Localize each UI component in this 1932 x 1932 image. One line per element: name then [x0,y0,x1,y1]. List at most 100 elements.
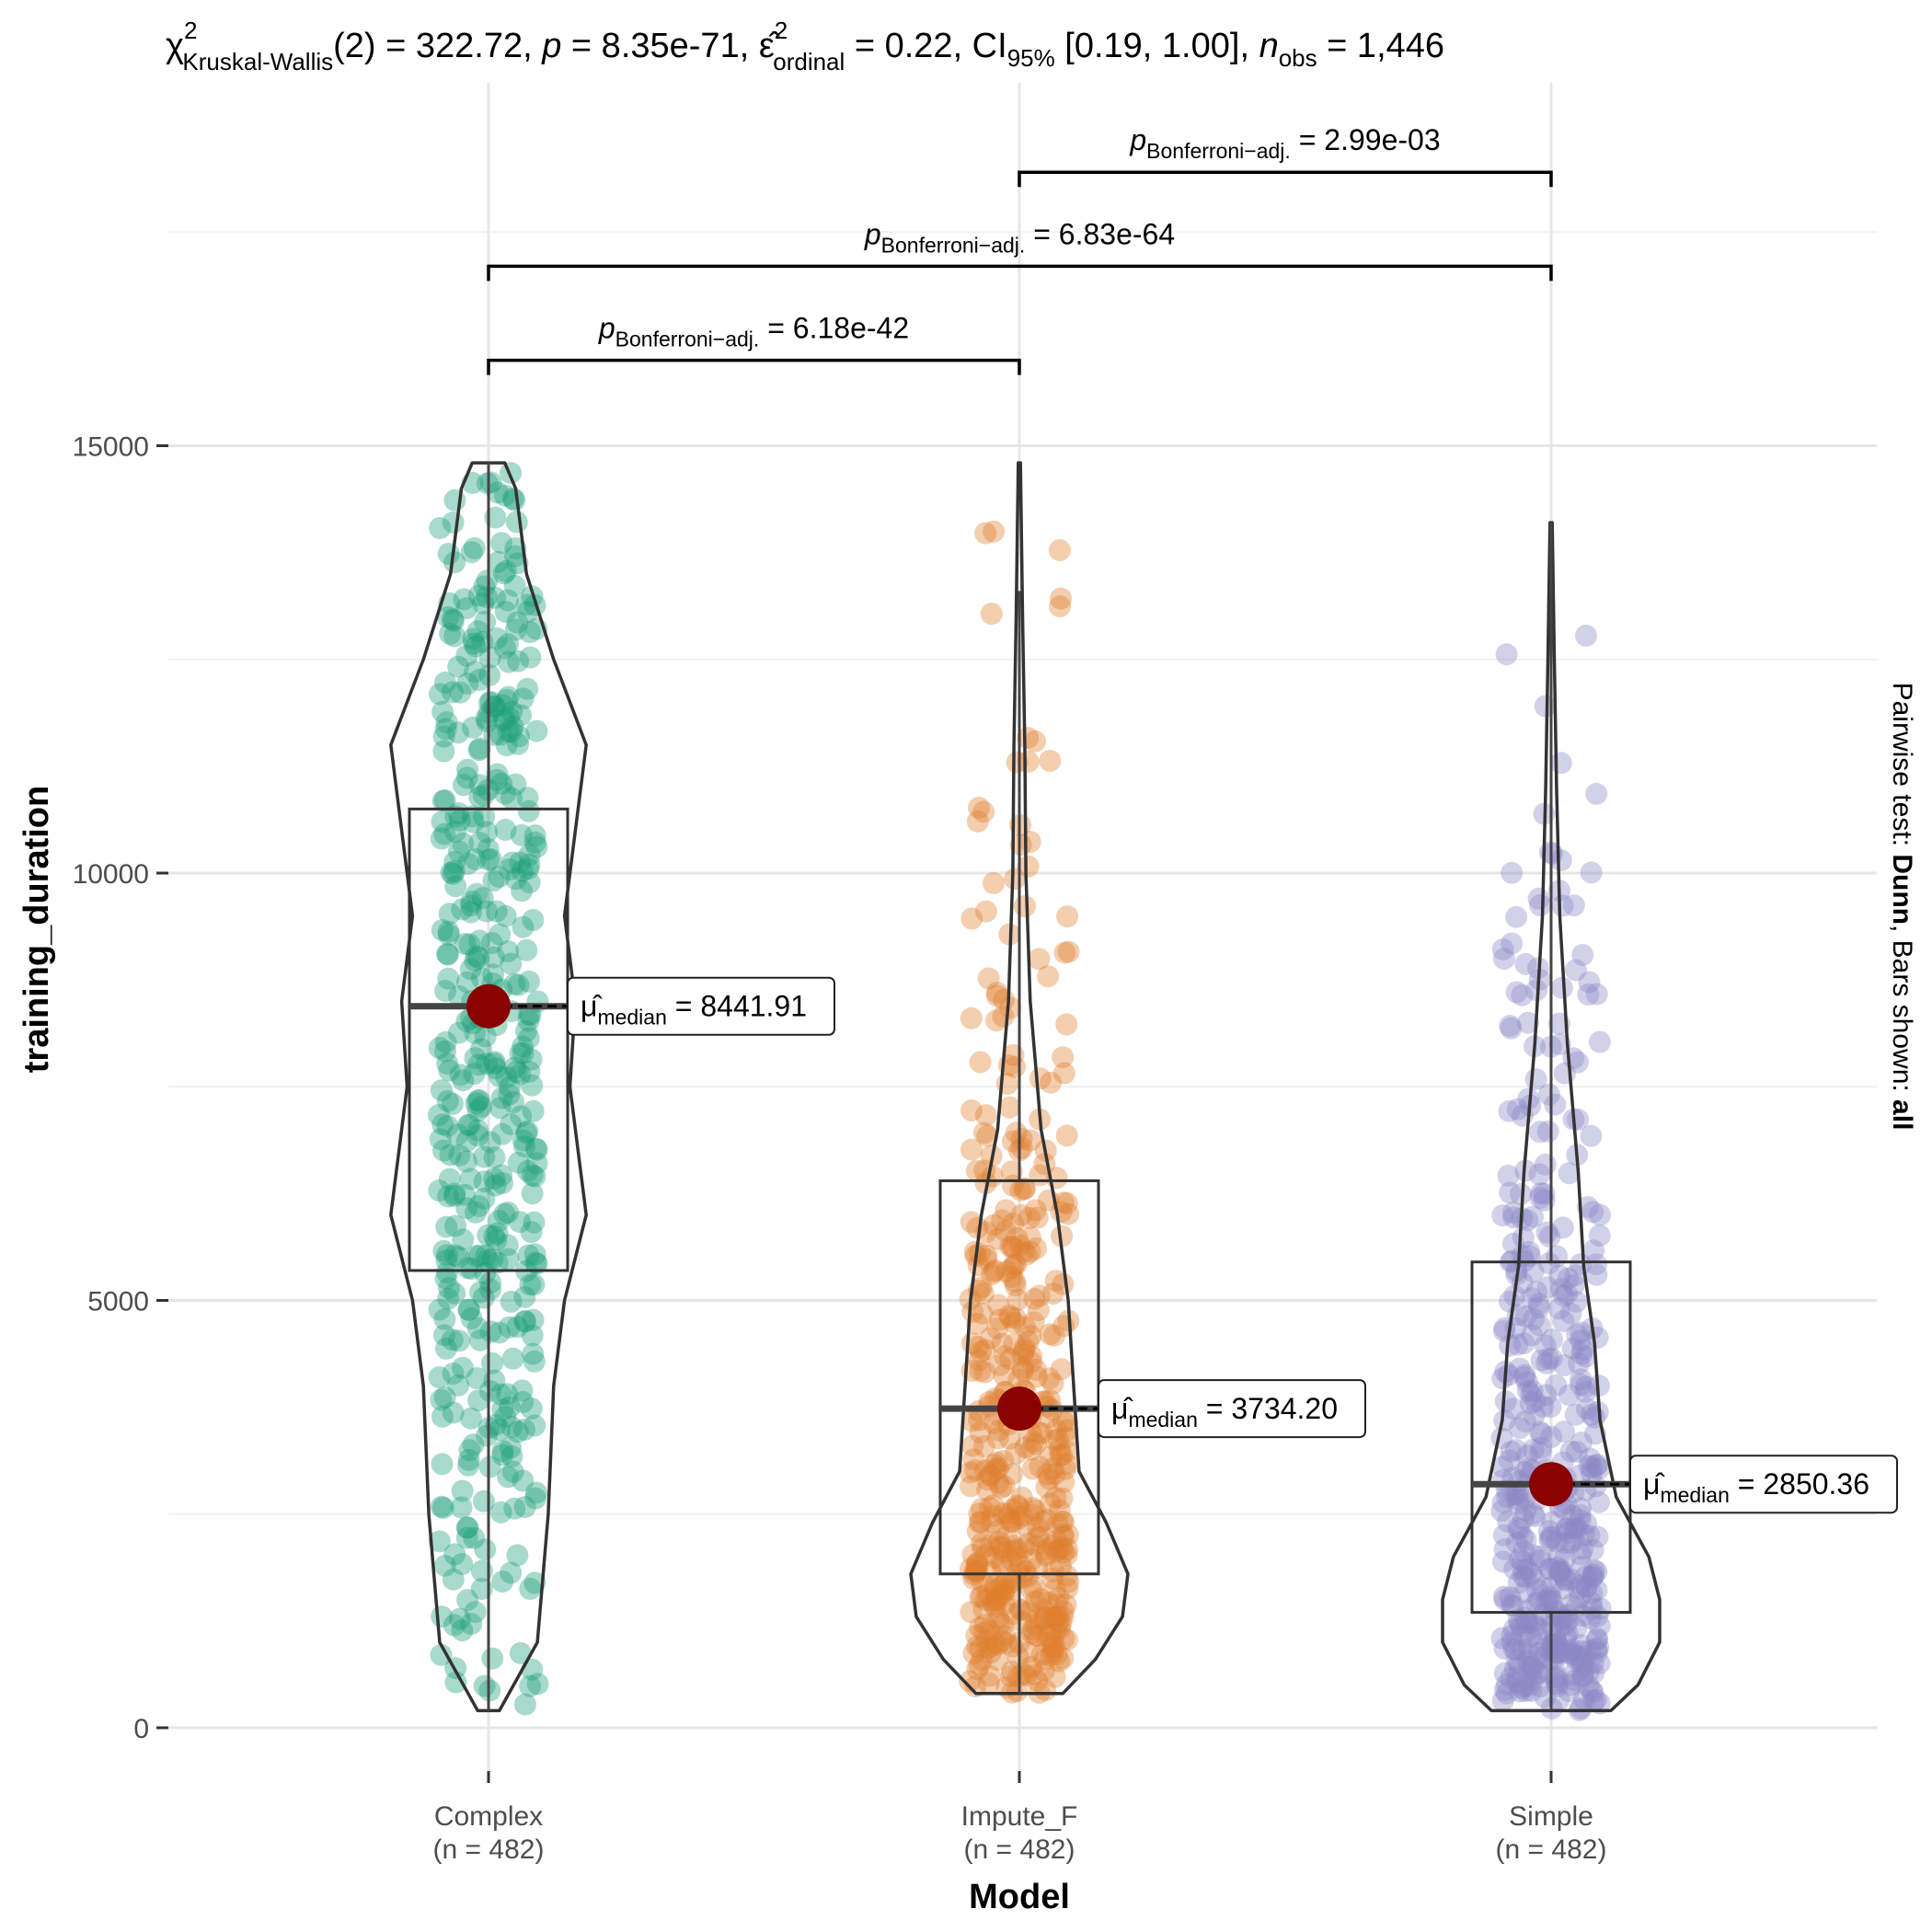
data-point [1514,1305,1537,1328]
data-point [968,1511,991,1534]
data-point [1528,1121,1551,1144]
data-point [1012,1240,1035,1263]
data-point [972,1282,995,1305]
data-point [1001,1257,1024,1280]
data-point [1570,1543,1593,1566]
data-point [1019,1438,1042,1461]
data-point [500,1445,523,1467]
data-point [1512,1674,1535,1697]
data-point [430,1643,453,1666]
data-point [443,609,465,632]
data-point [466,1099,489,1122]
data-point [1027,1525,1049,1548]
data-point [1538,1225,1561,1248]
data-point [999,1348,1022,1371]
data-point [1523,1307,1546,1330]
data-point [1030,1421,1053,1444]
data-point [1006,1288,1029,1311]
data-point [1493,1637,1516,1660]
data-point [431,700,454,723]
data-point [1527,1588,1550,1611]
data-point [486,481,509,504]
data-point [522,909,545,931]
data-point [494,819,517,841]
data-point [1055,1124,1078,1147]
data-point [479,691,502,713]
data-point [1497,1363,1520,1386]
scatter-points [428,462,1612,1721]
data-point [523,1414,546,1437]
data-point [516,787,539,810]
data-point [998,1304,1021,1327]
data-point [483,1225,506,1248]
data-point [984,1458,1007,1481]
data-point [518,844,541,867]
data-point [509,1041,532,1064]
data-point [485,900,508,923]
data-point [995,1525,1018,1548]
data-point [969,1586,992,1609]
data-point [1506,1098,1529,1121]
data-point [983,1454,1006,1476]
data-point [1044,1619,1066,1642]
data-point [496,1234,519,1257]
data-point [1536,1120,1559,1143]
data-point [973,1613,996,1636]
data-point [429,1128,452,1151]
data-point [495,1066,518,1088]
data-point [989,1535,1012,1558]
data-point [961,1300,984,1323]
data-point [1017,1330,1040,1352]
data-point [1500,1017,1523,1040]
data-point [489,1419,511,1442]
data-point [992,1449,1015,1472]
data-point [490,532,512,555]
data-point [1000,1571,1023,1594]
data-point [432,1139,454,1162]
data-point [477,1224,500,1247]
data-point [456,1516,479,1539]
data-point [433,1386,456,1409]
data-point [1530,1349,1553,1372]
data-point [1511,983,1534,1006]
data-point [1041,1372,1064,1395]
data-point [1508,1653,1531,1676]
data-point [476,1424,499,1447]
data-point [966,1312,989,1335]
data-point [985,984,1008,1007]
data-point [1570,1639,1593,1662]
data-point [1505,1531,1528,1554]
data-point [519,621,541,644]
data-point [499,1396,521,1419]
data-point [477,838,500,860]
data-point [1541,1328,1563,1351]
data-point [1542,1652,1565,1675]
data-point [980,1263,1003,1286]
data-point [500,1416,523,1439]
data-point [1495,643,1518,666]
data-point [519,1674,542,1697]
data-point [517,1009,540,1032]
data-point [1527,1296,1550,1319]
median-point [1529,1462,1573,1507]
data-point [1499,1181,1522,1204]
data-point [449,1064,472,1087]
data-point [512,1129,535,1152]
data-point [483,1146,506,1169]
data-point [987,1519,1010,1542]
data-point [476,1052,499,1075]
data-point [428,1366,451,1389]
data-point [1495,1673,1518,1696]
data-point [1522,1438,1545,1461]
data-point [491,1440,514,1463]
data-point [485,1057,507,1080]
data-point [432,740,455,763]
data-point [1502,1397,1524,1420]
data-point [1055,1191,1078,1214]
data-point [1562,1529,1585,1552]
data-point [451,1356,474,1379]
data-point [523,1165,546,1188]
comparison-label: pBonferroni−adj. = 6.18e-42 [598,312,909,351]
median-label-box [1629,1455,1898,1514]
